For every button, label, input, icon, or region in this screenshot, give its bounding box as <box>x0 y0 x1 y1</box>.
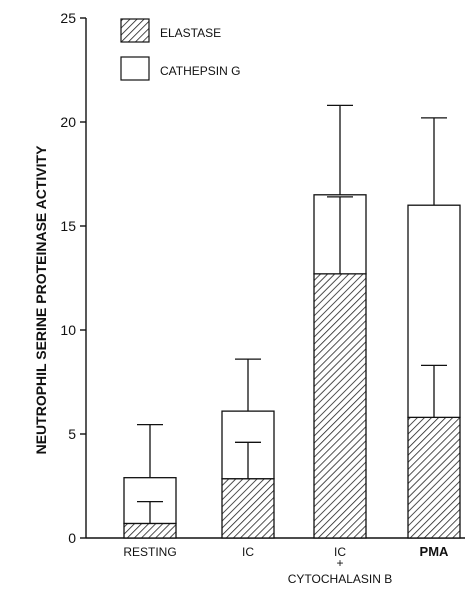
y-tick-label: 5 <box>68 426 76 442</box>
y-tick-label: 25 <box>60 10 76 26</box>
category-label: IC <box>242 545 254 559</box>
category-label: CYTOCHALASIN B <box>288 572 392 586</box>
legend-swatch-cathepsin-g <box>120 56 150 81</box>
y-tick-label: 10 <box>60 322 76 338</box>
y-tick-label: 0 <box>68 530 76 546</box>
category-label: PMA <box>420 544 450 559</box>
legend-label-elastase: ELASTASE <box>160 26 221 40</box>
bar-segment-elastase <box>313 273 367 539</box>
bar-segment-elastase <box>221 478 275 539</box>
bars <box>123 194 461 539</box>
category-label: IC <box>334 545 346 559</box>
bar-segment-elastase <box>407 416 461 539</box>
bar-segment-elastase <box>123 522 177 539</box>
y-axis-label: NEUTROPHIL SERINE PROTEINASE ACTIVITY <box>33 145 49 454</box>
category-label: RESTING <box>123 545 176 559</box>
category-label: + <box>336 556 343 570</box>
error-bars <box>137 104 447 524</box>
y-tick-label: 15 <box>60 218 76 234</box>
y-tick-label: 20 <box>60 114 76 130</box>
legend: ELASTASE CATHEPSIN G <box>120 18 240 81</box>
legend-label-cathepsin-g: CATHEPSIN G <box>160 64 240 78</box>
legend-swatch-elastase <box>120 18 150 43</box>
y-axis: 0 5 10 15 20 25 <box>60 10 87 546</box>
